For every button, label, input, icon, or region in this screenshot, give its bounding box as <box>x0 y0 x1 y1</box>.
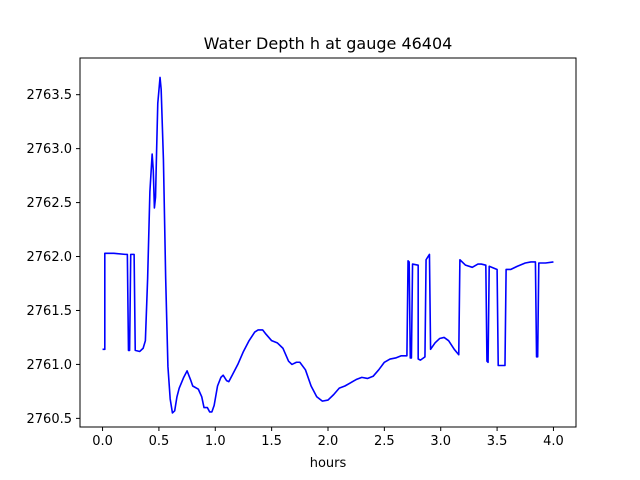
plot-frame <box>79 57 577 428</box>
chart-title: Water Depth h at gauge 46404 <box>204 34 453 53</box>
x-axis-label: hours <box>310 456 347 471</box>
y-tick-label: 2763.0 <box>27 142 73 157</box>
x-tick-label: 0.0 <box>92 434 113 449</box>
y-tick-label: 2762.0 <box>27 250 73 265</box>
x-tick-label: 1.5 <box>261 434 282 449</box>
y-tick-label: 2762.5 <box>27 196 73 211</box>
x-tick-label: 0.5 <box>149 434 170 449</box>
plot-area <box>102 76 554 414</box>
y-axis: 2760.5 2761.0 2761.5 2762.0 2762.5 2763.0 2763… <box>27 88 80 427</box>
x-tick-label: 4.0 <box>543 434 564 449</box>
y-tick-label: 2761.0 <box>27 358 73 373</box>
y-tick-label: 2763.5 <box>27 88 73 103</box>
y-tick-label: 2760.5 <box>27 412 73 427</box>
x-axis: 0.0 0.5 1.0 1.5 2.0 2.5 3.0 3.5 4.0 <box>92 427 564 449</box>
series-line-0 <box>102 76 554 414</box>
x-tick-label: 1.0 <box>205 434 226 449</box>
x-tick-label: 3.0 <box>430 434 451 449</box>
x-tick-label: 2.5 <box>374 434 395 449</box>
y-tick-label: 2761.5 <box>27 304 73 319</box>
x-tick-label: 2.0 <box>318 434 339 449</box>
x-tick-label: 3.5 <box>487 434 508 449</box>
